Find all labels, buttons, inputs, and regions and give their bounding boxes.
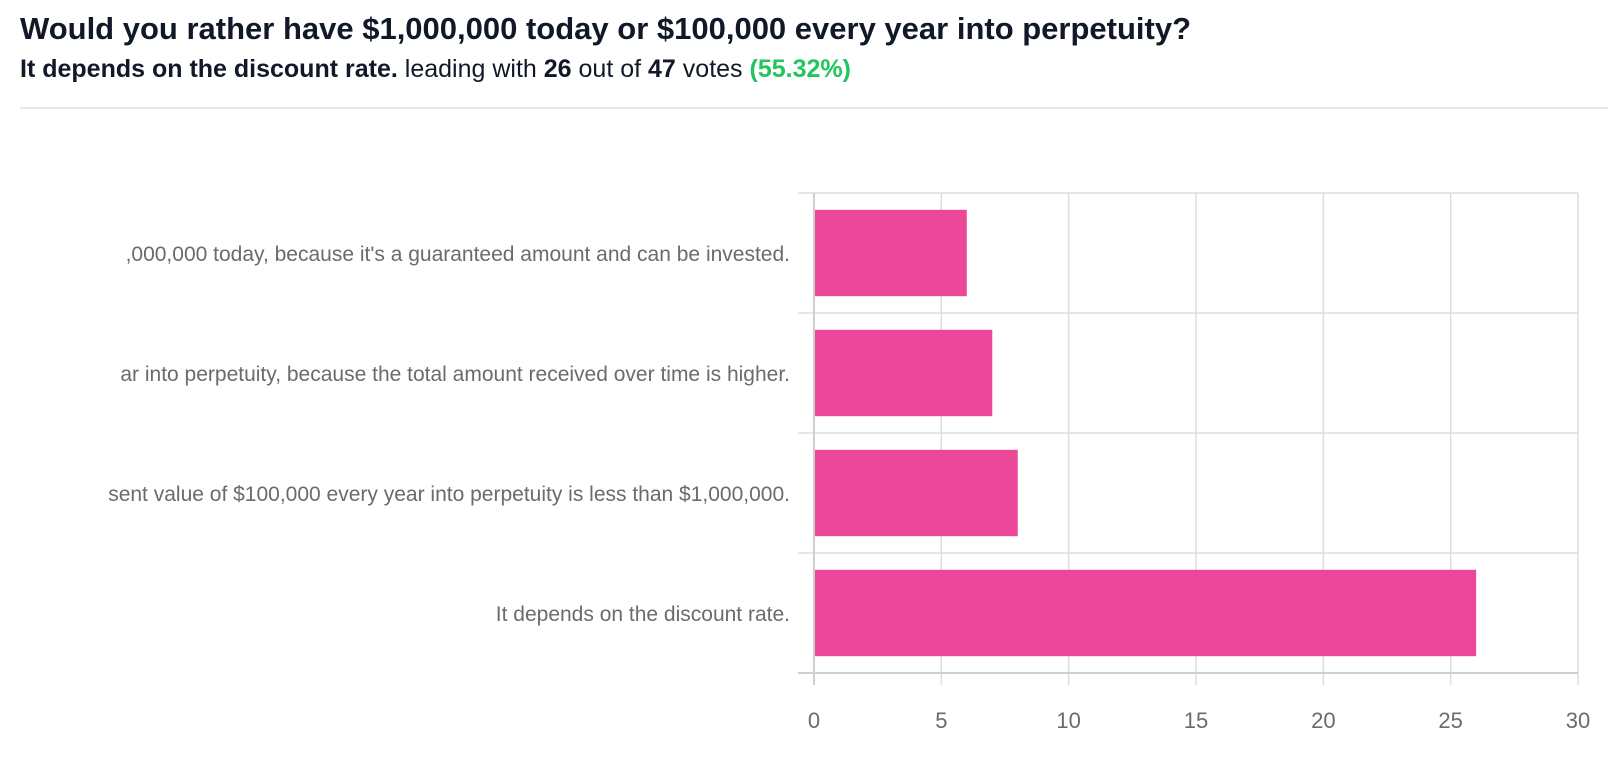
leading-option: It depends on the discount rate.: [20, 55, 398, 83]
leading-votes: 26: [543, 55, 572, 83]
category-label: ar into perpetuity, because the total am…: [120, 363, 790, 386]
total-votes: 47: [648, 55, 676, 83]
category-label: ,000,000 today, because it's a guarantee…: [126, 243, 790, 266]
out-of-text: out of: [578, 55, 642, 83]
x-tick-label: 5: [935, 708, 947, 733]
x-tick-label: 25: [1438, 708, 1462, 733]
category-label: It depends on the discount rate.: [496, 603, 790, 626]
x-axis-tick-labels: 0 5 10 15 20 25 30: [808, 708, 1590, 733]
x-tick-label: 0: [808, 708, 820, 733]
x-tick-label: 15: [1184, 708, 1208, 733]
x-tick-label: 20: [1311, 708, 1335, 733]
votes-text: votes: [682, 55, 743, 83]
category-label: sent value of $100,000 every year into p…: [108, 483, 790, 506]
chart-bars: [815, 209, 1477, 657]
poll-header: Would you rather have $1,000,000 today o…: [20, 8, 1610, 88]
category-labels: ,000,000 today, because it's a guarantee…: [108, 243, 790, 626]
x-tick-label: 10: [1056, 708, 1080, 733]
header-divider: [20, 107, 1608, 109]
x-tick-label: 30: [1566, 708, 1590, 733]
leading-percent: (55.32%): [749, 55, 851, 83]
poll-summary: It depends on the discount rate. leading…: [20, 50, 1610, 88]
bar: [815, 329, 993, 417]
bar: [815, 209, 967, 297]
bar: [815, 569, 1477, 657]
leading-text: leading with: [404, 55, 537, 83]
poll-question: Would you rather have $1,000,000 today o…: [20, 11, 1192, 46]
bar: [815, 449, 1018, 537]
